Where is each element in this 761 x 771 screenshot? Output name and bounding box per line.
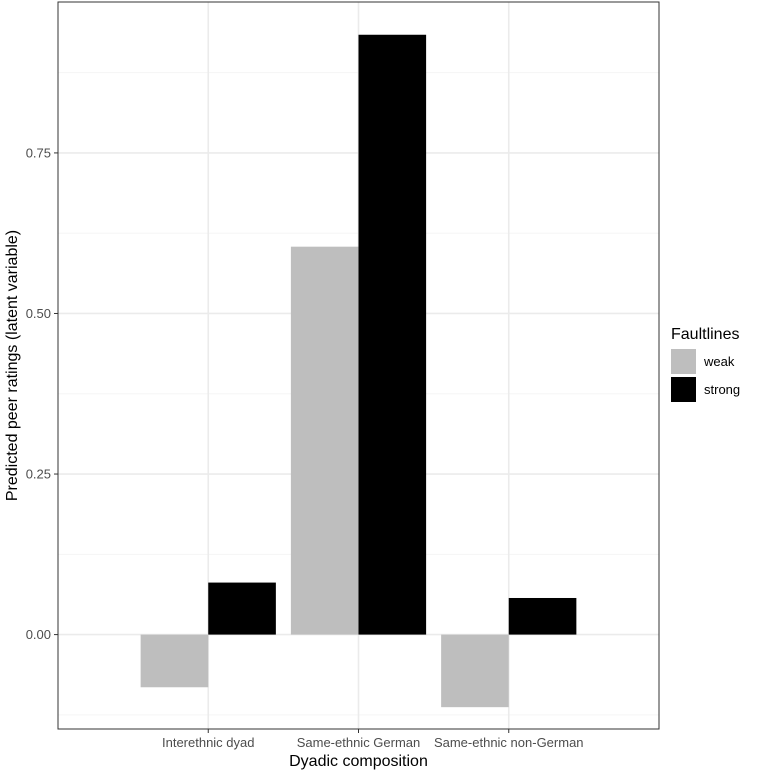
x-axis: Interethnic dyad Same-ethnic German Same-e… — [162, 729, 584, 750]
y-axis: 0.00 0.25 0.50 0.75 — [26, 145, 58, 642]
x-tick-label: Interethnic dyad — [162, 735, 255, 750]
x-tick-label: Same-ethnic German — [297, 735, 421, 750]
bar-strong — [358, 34, 427, 635]
bar-weak — [441, 634, 509, 708]
bars — [140, 34, 577, 708]
bar-weak — [140, 634, 209, 688]
bar-strong — [208, 582, 276, 635]
x-tick-label: Same-ethnic non-German — [434, 735, 584, 750]
legend-label-strong: strong — [704, 382, 740, 397]
y-tick-label: 0.00 — [26, 627, 51, 642]
legend: Faultlines weak strong — [671, 326, 740, 402]
y-tick-label: 0.25 — [26, 467, 51, 482]
bar-weak — [290, 246, 359, 635]
y-tick-label: 0.50 — [26, 306, 51, 321]
y-axis-title: Predicted peer ratings (latent variable) — [4, 230, 21, 501]
legend-key-strong — [671, 377, 696, 402]
bar-strong — [508, 597, 577, 635]
y-tick-label: 0.75 — [26, 145, 51, 160]
x-axis-title: Dyadic composition — [289, 753, 428, 770]
legend-label-weak: weak — [703, 354, 735, 369]
legend-title: Faultlines — [671, 326, 739, 343]
legend-key-weak — [671, 349, 696, 374]
